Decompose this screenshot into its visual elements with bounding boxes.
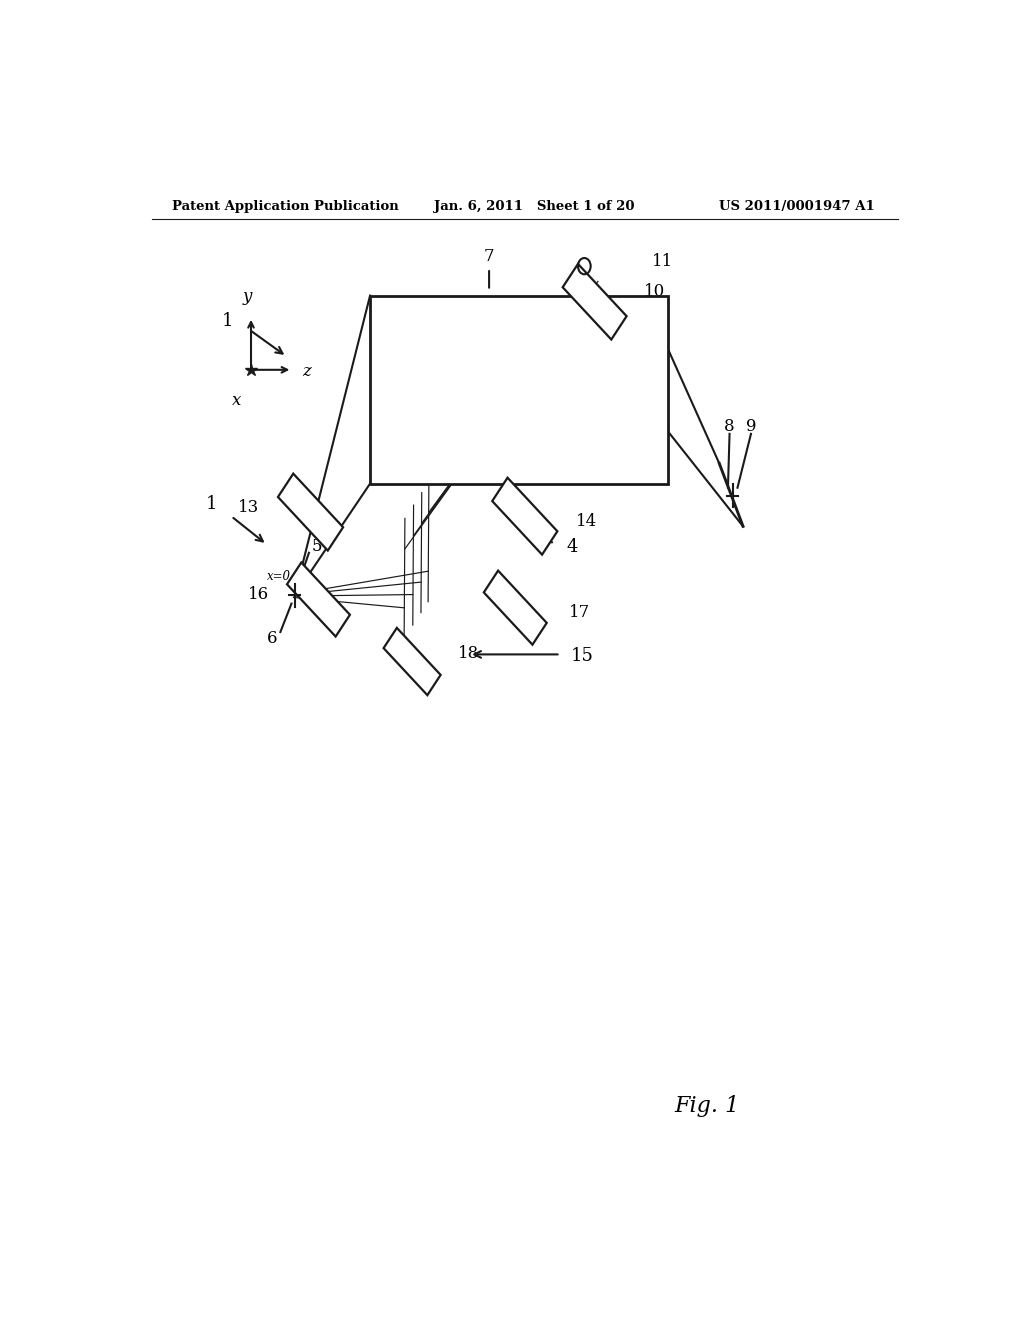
Text: 17: 17 [569,605,591,622]
Text: 15: 15 [570,647,594,665]
Text: 2: 2 [376,393,388,412]
Polygon shape [483,570,547,644]
Text: 14: 14 [577,512,598,529]
Text: 18: 18 [458,645,479,661]
Text: 7: 7 [483,248,495,265]
Text: 16: 16 [249,586,269,603]
Text: y: y [243,288,252,305]
Text: 12: 12 [386,334,410,352]
Text: 5: 5 [311,539,323,556]
Text: z: z [302,363,310,380]
Polygon shape [384,628,440,696]
Text: 6: 6 [267,630,278,647]
Text: Patent Application Publication: Patent Application Publication [172,199,398,213]
Text: 11: 11 [651,252,673,269]
Polygon shape [562,264,627,339]
Text: 8: 8 [724,418,735,436]
Text: 13: 13 [238,499,259,516]
Text: 9: 9 [745,418,757,436]
Text: x: x [232,392,242,409]
Text: 3: 3 [575,284,586,301]
Text: 10: 10 [644,282,666,300]
Text: 1: 1 [206,495,217,513]
Polygon shape [278,474,343,550]
Text: US 2011/0001947 A1: US 2011/0001947 A1 [719,199,874,213]
Bar [370,296,668,483]
Text: x=0: x=0 [266,570,291,583]
Text: 4: 4 [566,537,579,556]
Polygon shape [493,478,557,554]
Polygon shape [287,562,350,636]
Text: Fig. 1: Fig. 1 [675,1094,740,1117]
Text: 1: 1 [221,312,232,330]
Text: Jan. 6, 2011   Sheet 1 of 20: Jan. 6, 2011 Sheet 1 of 20 [433,199,634,213]
